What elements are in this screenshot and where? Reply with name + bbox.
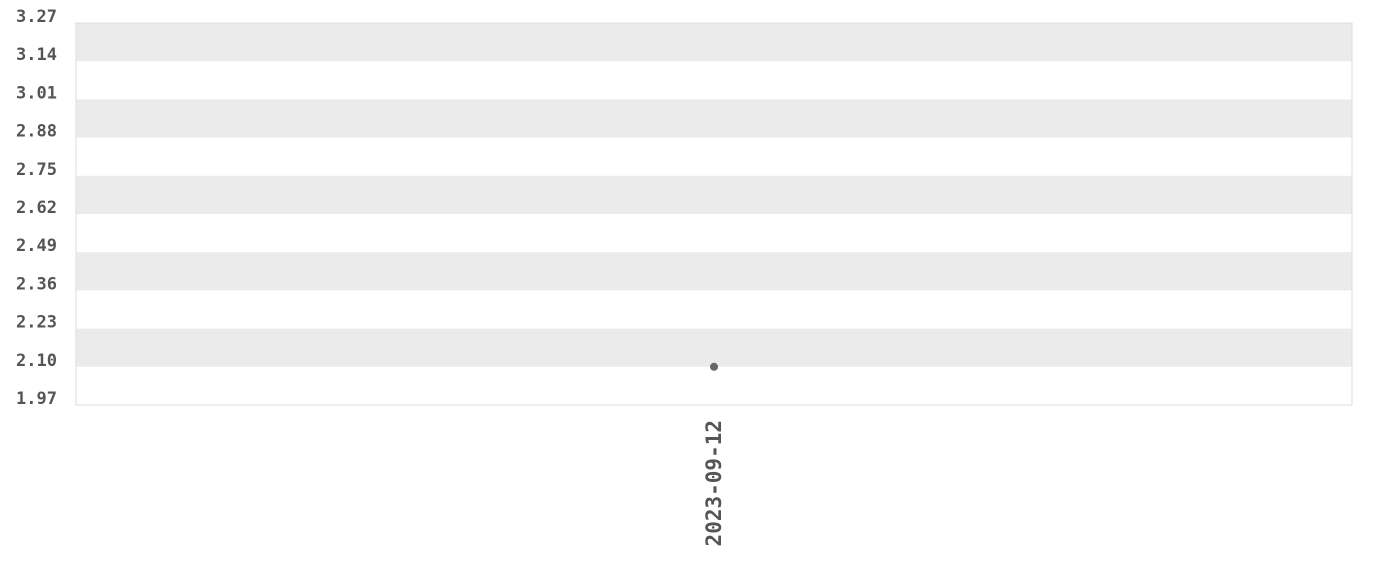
grid-band: [76, 23, 1352, 62]
grid-band: [76, 252, 1352, 291]
y-tick-label: 2.62: [16, 198, 57, 218]
grid-band: [76, 328, 1352, 367]
y-tick-label: 2.23: [16, 313, 57, 333]
data-points: [710, 362, 718, 371]
y-tick-label: 2.36: [16, 274, 57, 294]
x-axis: 2023-09-12: [702, 420, 726, 546]
y-axis: 3.27 3.14 3.01 2.88 2.75 2.62 2.49 2.36 2.23 2.10…: [16, 7, 57, 409]
y-tick-label: 2.10: [16, 351, 57, 371]
x-tick-label: 2023-09-12: [702, 420, 726, 546]
grid-bands: [76, 23, 1352, 367]
grid-band: [76, 175, 1352, 214]
y-tick-label: 2.49: [16, 236, 57, 256]
plot-border: [75, 22, 1353, 406]
y-tick-label: 3.27: [16, 7, 57, 27]
data-point: [710, 362, 718, 371]
y-tick-label: 2.75: [16, 160, 57, 180]
y-tick-label: 3.14: [16, 45, 57, 65]
y-tick-label: 2.88: [16, 122, 57, 142]
y-tick-label: 3.01: [16, 83, 57, 103]
grid-band: [76, 99, 1352, 138]
y-tick-label: 1.97: [16, 389, 57, 409]
